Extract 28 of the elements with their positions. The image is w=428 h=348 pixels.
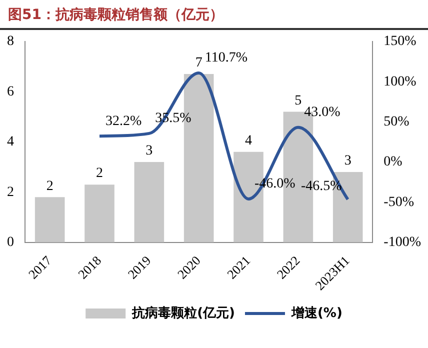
bar bbox=[34, 197, 65, 242]
y2-tick-label: -50% bbox=[384, 194, 414, 210]
data-label: 32.2% bbox=[106, 114, 142, 129]
bar bbox=[134, 162, 164, 242]
y-tick-label: 8 bbox=[7, 34, 14, 50]
chart-title: 图51：抗病毒颗粒销售额（亿元） bbox=[0, 0, 428, 30]
y-tick-label: 4 bbox=[7, 134, 14, 150]
legend-label: 抗病毒颗粒(亿元) bbox=[131, 304, 235, 321]
data-label: 3 bbox=[344, 154, 352, 169]
data-label: 110.7% bbox=[204, 50, 248, 66]
y-tick-label: 0 bbox=[7, 235, 14, 250]
line-series bbox=[98, 71, 350, 201]
y2-tick-label: 50% bbox=[384, 114, 410, 130]
y2-tick-label: 100% bbox=[384, 74, 417, 90]
legend-label: 增速(%) bbox=[290, 306, 342, 321]
y-tick-label: 2 bbox=[7, 184, 14, 200]
y2-tick-label: 0% bbox=[384, 154, 403, 170]
data-label: 3 bbox=[146, 144, 153, 159]
y-tick-label: 6 bbox=[7, 84, 14, 100]
data-label: 7 bbox=[195, 56, 202, 71]
data-label: 2 bbox=[96, 166, 103, 182]
y2-tick-label: 150% bbox=[384, 34, 417, 50]
data-label: 43.0% bbox=[304, 105, 341, 120]
data-label: 2 bbox=[46, 178, 54, 194]
data-label: 5 bbox=[294, 93, 302, 108]
y2-tick-label: -100% bbox=[384, 235, 422, 250]
data-label: 4 bbox=[245, 134, 252, 149]
bar bbox=[84, 184, 114, 242]
